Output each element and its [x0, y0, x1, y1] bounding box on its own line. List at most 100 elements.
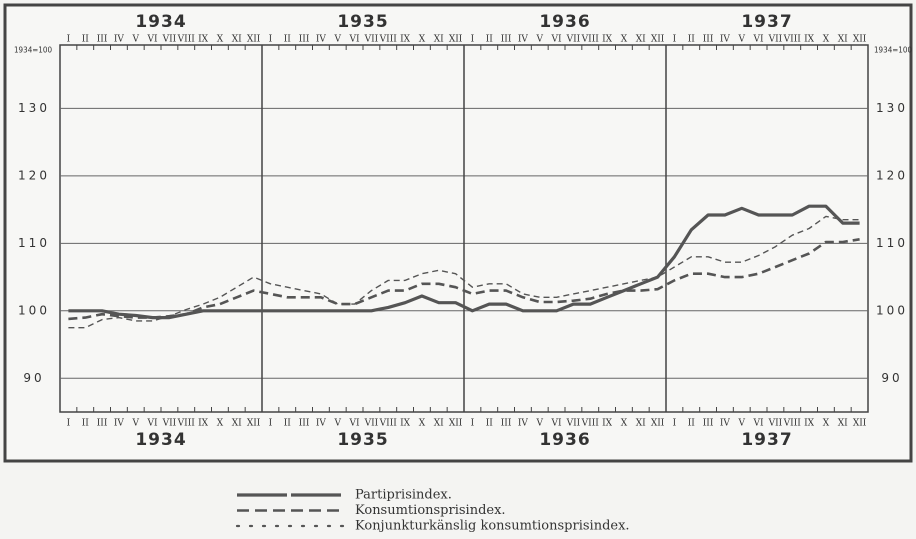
x-tick-label-top: V — [536, 35, 544, 45]
x-tick-label-bottom: XII — [651, 419, 665, 429]
x-tick-label-top: IV — [316, 35, 327, 45]
year-label-bottom: 1935 — [337, 430, 388, 450]
x-tick-label-top: X — [217, 35, 224, 45]
y-tick-label-right: 100 — [876, 303, 908, 317]
x-tick-label-top: I — [269, 35, 273, 45]
x-tick-label-bottom: II — [284, 419, 292, 429]
x-tick-label-top: I — [67, 35, 71, 45]
x-tick-label-top: V — [738, 35, 746, 45]
x-tick-label-bottom: IV — [518, 419, 529, 429]
x-tick-label-bottom: VIII — [783, 419, 802, 429]
x-tick-label-top: II — [486, 35, 494, 45]
x-tick-label-top: VI — [753, 35, 764, 45]
x-tick-label-bottom: XI — [636, 419, 646, 429]
x-tick-label-top: VIII — [581, 35, 600, 45]
x-tick-label-top: XI — [434, 35, 444, 45]
x-tick-label-bottom: V — [132, 419, 140, 429]
y-tick-label-right: 120 — [876, 168, 908, 182]
x-tick-label-bottom: III — [703, 419, 714, 429]
y-tick-label: 130 — [18, 101, 50, 115]
x-tick-label-bottom: III — [97, 419, 108, 429]
x-tick-label-bottom: IX — [400, 419, 411, 429]
x-tick-label-bottom: XI — [232, 419, 242, 429]
x-tick-label-bottom: V — [536, 419, 544, 429]
x-tick-label-bottom: X — [621, 419, 628, 429]
x-tick-label-top: XI — [636, 35, 646, 45]
year-label-bottom: 1937 — [741, 430, 792, 450]
year-label-bottom: 1934 — [135, 430, 186, 450]
legend-label: Konjunkturkänslig konsumtionsprisindex. — [355, 519, 630, 534]
x-tick-label-top: IV — [518, 35, 529, 45]
x-tick-label-top: XII — [247, 35, 261, 45]
x-tick-label-top: XII — [449, 35, 463, 45]
x-tick-label-bottom: VIII — [379, 419, 398, 429]
x-tick-label-bottom: II — [486, 419, 494, 429]
frame — [3, 3, 913, 463]
x-tick-label-top: V — [334, 35, 342, 45]
x-tick-label-top: IX — [198, 35, 209, 45]
x-tick-label-top: I — [471, 35, 475, 45]
year-label-bottom: 1936 — [539, 430, 590, 450]
y-tick-label-right: 90 — [881, 371, 902, 385]
x-tick-label-top: III — [501, 35, 512, 45]
x-tick-label-top: VI — [349, 35, 360, 45]
x-tick-label-top: XII — [853, 35, 867, 45]
x-tick-label-top: III — [299, 35, 310, 45]
x-tick-label-bottom: IV — [316, 419, 327, 429]
x-tick-label-top: XII — [651, 35, 665, 45]
x-tick-label-top: X — [419, 35, 426, 45]
y-axis-label-right: 1934=100 — [874, 46, 913, 55]
x-tick-label-top: VIII — [177, 35, 196, 45]
x-tick-label-top: II — [284, 35, 292, 45]
x-tick-label-top: VIII — [379, 35, 398, 45]
series-line — [68, 238, 860, 321]
x-tick-label-bottom: IX — [602, 419, 613, 429]
x-tick-label-top: VIII — [783, 35, 802, 45]
x-tick-label-bottom: X — [823, 419, 830, 429]
x-tick-label-bottom: VII — [566, 419, 581, 429]
x-tick-label-top: II — [82, 35, 90, 45]
x-tick-label-top: X — [823, 35, 830, 45]
legend-label: Partiprisindex. — [355, 488, 452, 503]
x-tick-label-bottom: X — [217, 419, 224, 429]
x-tick-label-bottom: VII — [162, 419, 177, 429]
x-tick-label-bottom: I — [673, 419, 677, 429]
x-tick-label-bottom: I — [269, 419, 273, 429]
x-tick-label-bottom: IX — [198, 419, 209, 429]
x-tick-label-bottom: XII — [449, 419, 463, 429]
year-label-top: 1934 — [135, 12, 186, 32]
y-tick-label: 120 — [18, 168, 50, 182]
x-tick-label-bottom: IV — [720, 419, 731, 429]
x-tick-label-top: V — [132, 35, 140, 45]
x-tick-label-bottom: XII — [853, 419, 867, 429]
x-tick-label-top: I — [673, 35, 677, 45]
x-tick-label-top: XI — [232, 35, 242, 45]
x-tick-label-bottom: VII — [768, 419, 783, 429]
x-tick-label-top: II — [688, 35, 696, 45]
x-tick-label-bottom: XI — [838, 419, 848, 429]
x-tick-label-bottom: XII — [247, 419, 261, 429]
x-tick-label-bottom: VI — [147, 419, 158, 429]
x-tick-label-top: VII — [566, 35, 581, 45]
series-line — [68, 204, 860, 320]
x-tick-label-top: IX — [804, 35, 815, 45]
year-label-top: 1937 — [741, 12, 792, 32]
x-tick-label-top: VII — [768, 35, 783, 45]
x-tick-label-bottom: II — [82, 419, 90, 429]
x-tick-label-bottom: III — [501, 419, 512, 429]
x-tick-label-bottom: VI — [349, 419, 360, 429]
y-tick-label: 110 — [18, 236, 50, 250]
x-tick-label-bottom: X — [419, 419, 426, 429]
y-tick-label: 100 — [18, 303, 50, 317]
x-tick-label-top: III — [703, 35, 714, 45]
x-tick-label-bottom: V — [334, 419, 342, 429]
x-tick-label-top: VI — [147, 35, 158, 45]
y-axis-label: 1934=100 — [14, 46, 53, 55]
x-tick-label-bottom: VII — [364, 419, 379, 429]
x-tick-label-top: IV — [114, 35, 125, 45]
x-tick-label-bottom: I — [471, 419, 475, 429]
x-tick-label-top: VI — [551, 35, 562, 45]
year-label-top: 1935 — [337, 12, 388, 32]
x-tick-label-bottom: IX — [804, 419, 815, 429]
x-tick-label-top: III — [97, 35, 108, 45]
